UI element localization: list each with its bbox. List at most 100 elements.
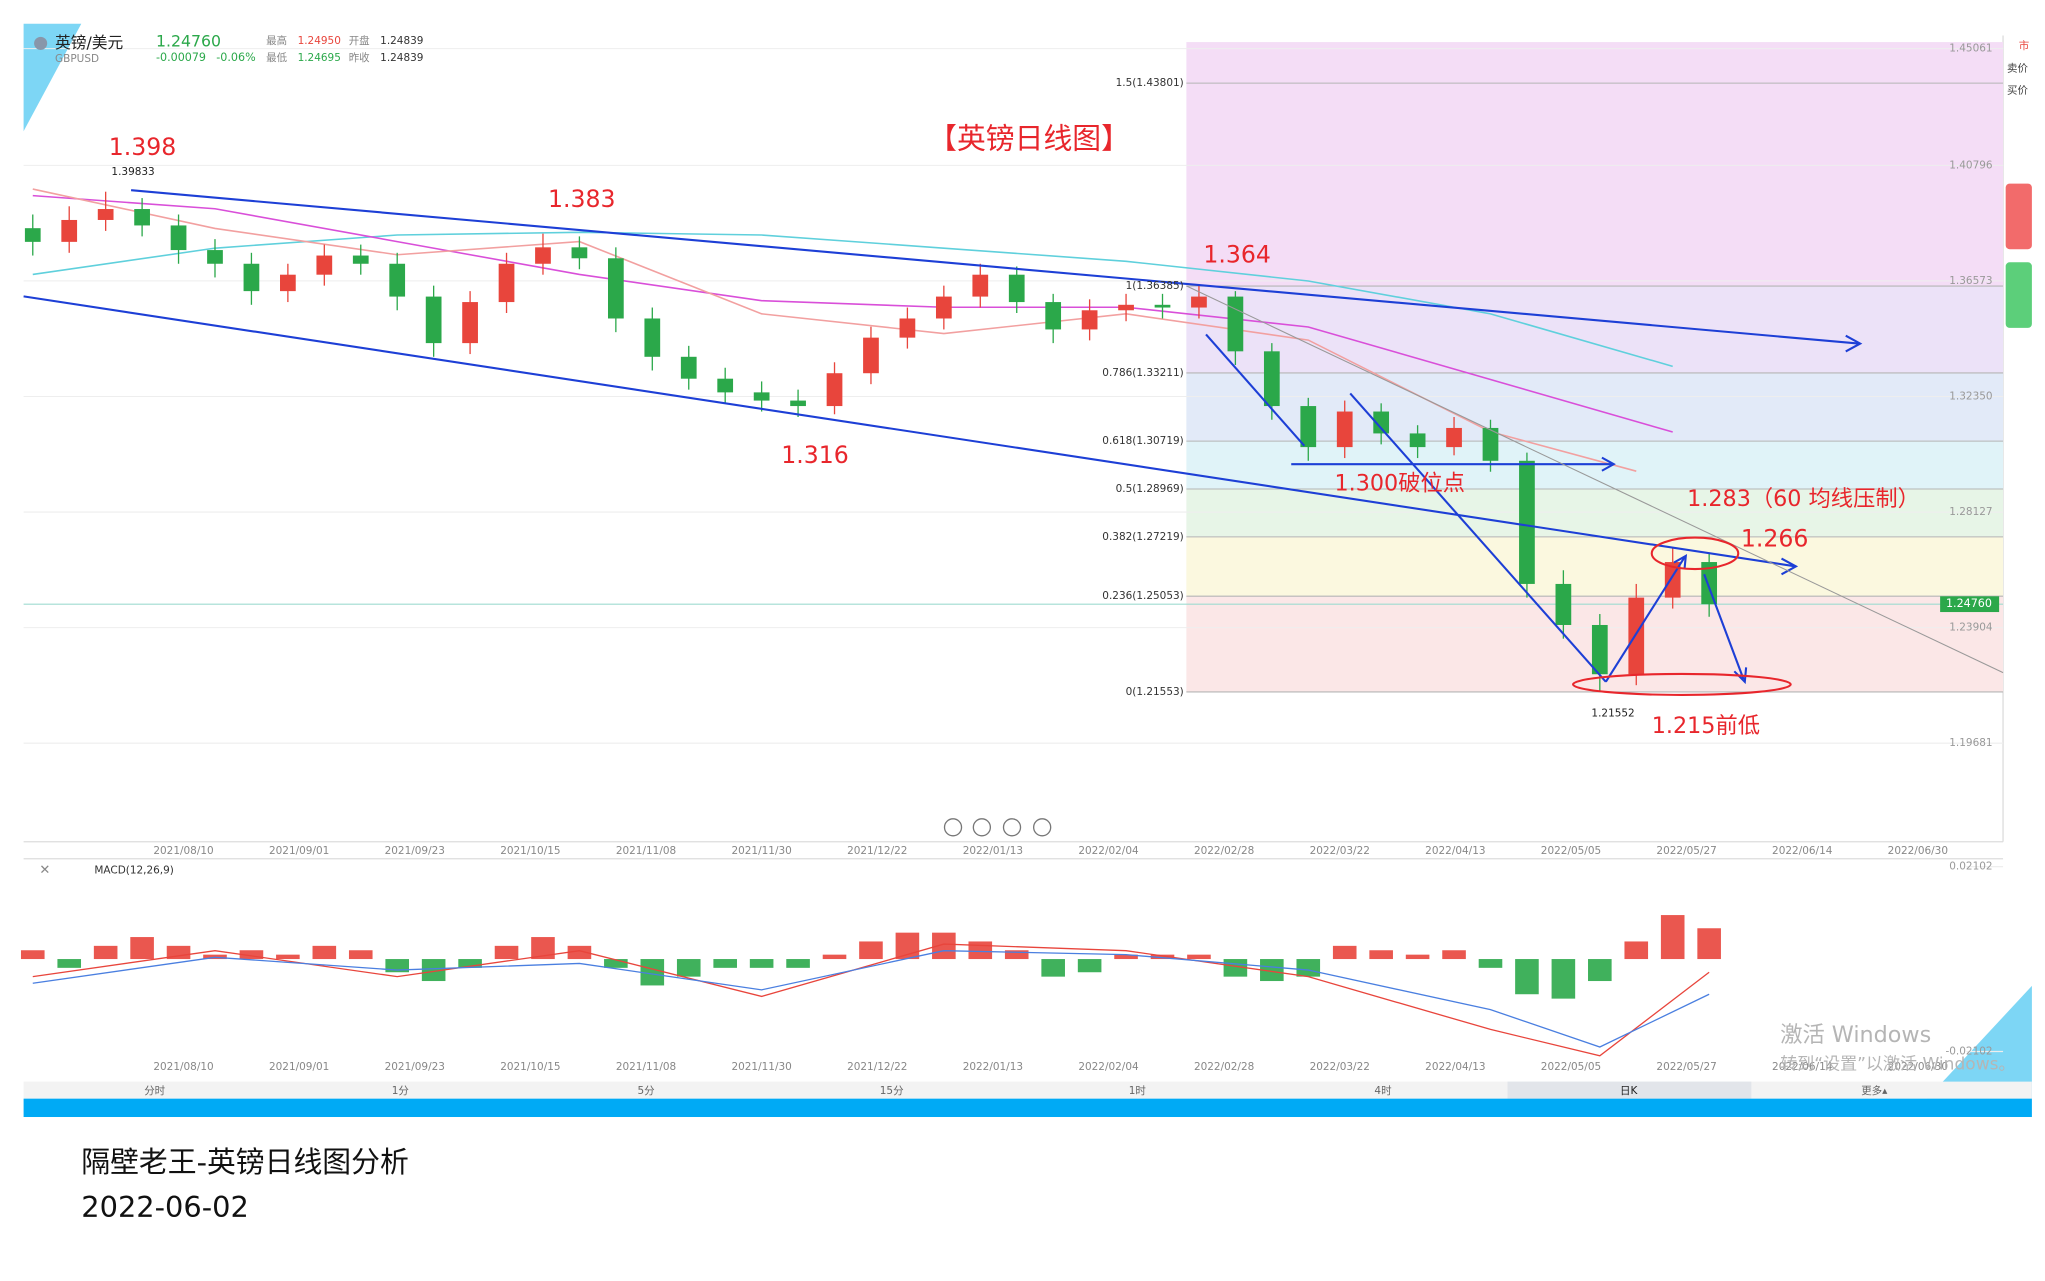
x-tick-label: 2022/03/22: [1310, 1061, 1370, 1073]
macd-bar: [749, 959, 774, 968]
watermark: 转到“设置”以激活 Windows。: [1780, 1055, 2015, 1075]
fib-band: [1186, 286, 2004, 373]
candle-body: [1081, 310, 1098, 330]
trend-line: [1186, 285, 2004, 674]
x-tick-label: 2022/05/05: [1541, 1061, 1601, 1073]
period-tab[interactable]: 日K: [1620, 1085, 1638, 1097]
symbol-name: 英镑/美元: [55, 33, 123, 52]
x-tick-label: 2021/12/22: [847, 845, 907, 857]
x-tick-label: 2021/09/01: [269, 1061, 329, 1073]
close-icon[interactable]: ✕: [39, 863, 50, 878]
x-tick-label: 2022/06/30: [1888, 1061, 1948, 1073]
highlight-ellipse: [1650, 536, 1740, 571]
stat-value: 1.24950: [298, 35, 341, 47]
last-price: 1.24760: [156, 32, 221, 51]
macd-bar: [1150, 954, 1175, 960]
candle-body: [1446, 427, 1462, 448]
x-tick-label: 2022/05/27: [1656, 845, 1716, 857]
macd-bar: [385, 959, 409, 973]
period-tab[interactable]: 5分: [637, 1085, 655, 1097]
macd-bar: [713, 959, 737, 968]
candle-body: [717, 378, 734, 393]
x-tick-label: 2021/08/10: [153, 845, 213, 857]
macd-bar: [1187, 954, 1211, 960]
period-tab[interactable]: 分时: [144, 1085, 165, 1097]
stat-label: 开盘: [349, 34, 370, 47]
period-tab[interactable]: 更多▴: [1861, 1084, 1888, 1097]
macd-bar: [1551, 959, 1576, 999]
candle-body: [24, 228, 41, 242]
macd-bar: [1515, 959, 1539, 995]
y-tick-label: 1.45061: [1949, 43, 1992, 55]
macd-bar: [822, 954, 847, 960]
stat-value: 1.24695: [298, 52, 341, 64]
y-tick-label: 1.40796: [1949, 159, 1992, 171]
annotation: 1.364: [1203, 240, 1271, 268]
x-tick-label: 2022/06/14: [1772, 845, 1833, 857]
x-tick-label: 2022/04/13: [1425, 845, 1485, 857]
annotation: 1.215前低: [1652, 713, 1760, 739]
fib-band: [1186, 536, 2004, 597]
macd-bar: [1296, 959, 1321, 977]
x-tick-label: 2021/11/30: [731, 845, 791, 857]
zoom-in[interactable]: [1032, 818, 1052, 837]
macd-title: MACD(12,26,9): [94, 865, 174, 877]
macd-bar: [1369, 950, 1393, 960]
period-tab[interactable]: 15分: [880, 1085, 904, 1097]
zoom-buttons[interactable]: [943, 818, 1052, 837]
stat-label: 昨收: [349, 51, 370, 64]
currency-icon: [34, 36, 48, 50]
side-button[interactable]: 市: [2019, 39, 2029, 52]
x-tick-label: 2021/09/23: [385, 845, 445, 857]
candle-body: [425, 296, 442, 344]
macd-bar: [57, 959, 82, 968]
buy-button[interactable]: [2005, 262, 2032, 328]
symbol-code: GBPUSD: [55, 53, 99, 65]
candle-body: [1227, 296, 1244, 352]
side-button[interactable]: 卖价: [2007, 62, 2028, 74]
macd-bar: [20, 950, 45, 960]
scroll-left[interactable]: [972, 818, 992, 837]
macd-bar: [1004, 950, 1029, 960]
candle-body: [1154, 304, 1171, 308]
candle-body: [1409, 433, 1426, 448]
side-button[interactable]: 买价: [2007, 85, 2028, 97]
zoom-out[interactable]: [943, 818, 963, 837]
blue-bar: [23, 1098, 2032, 1118]
period-tab[interactable]: 1分: [392, 1085, 410, 1097]
price-change: -0.00079: [156, 51, 206, 64]
scroll-right[interactable]: [1002, 818, 1022, 837]
x-tick-label: 2021/08/10: [153, 1061, 213, 1073]
caption: 隔壁老王-英镑日线图分析: [81, 1145, 409, 1179]
period-tab[interactable]: 1时: [1129, 1085, 1147, 1097]
macd-bar: [1041, 959, 1065, 977]
candle-body: [1373, 411, 1390, 434]
x-tick-label: 2022/06/14: [1772, 1061, 1833, 1073]
macd-bar: [1405, 954, 1430, 960]
current-price-tag: [1940, 596, 2000, 613]
sell-button[interactable]: [2005, 183, 2032, 250]
x-tick-label: 2021/09/01: [269, 845, 329, 857]
macd-bar: [1624, 941, 1649, 960]
candle-body: [1008, 274, 1025, 303]
y-tick-label: 1.19681: [1949, 737, 1992, 749]
stat-value: 1.24839: [380, 35, 423, 47]
macd-bar: [1588, 959, 1612, 982]
macd-bar: [458, 959, 482, 968]
y-tick-label: 1.36573: [1949, 275, 1992, 287]
stat-label: 最高: [266, 34, 287, 47]
period-tab[interactable]: 4时: [1374, 1085, 1392, 1097]
candle-body: [935, 296, 952, 319]
fib-label: 1.5(1.43801): [1116, 77, 1184, 89]
macd-bar: [1478, 959, 1503, 968]
moving-average: [32, 188, 1637, 472]
y-tick-label: -0.02102: [1945, 1046, 1992, 1058]
candle-body: [462, 302, 478, 344]
current-price-label: 1.24760: [1946, 597, 1992, 610]
candle-body: [316, 255, 333, 275]
macd-bar: [166, 945, 191, 960]
macd-bar: [1697, 928, 1721, 960]
macd-bar: [640, 959, 665, 986]
candle-body: [1482, 427, 1499, 461]
